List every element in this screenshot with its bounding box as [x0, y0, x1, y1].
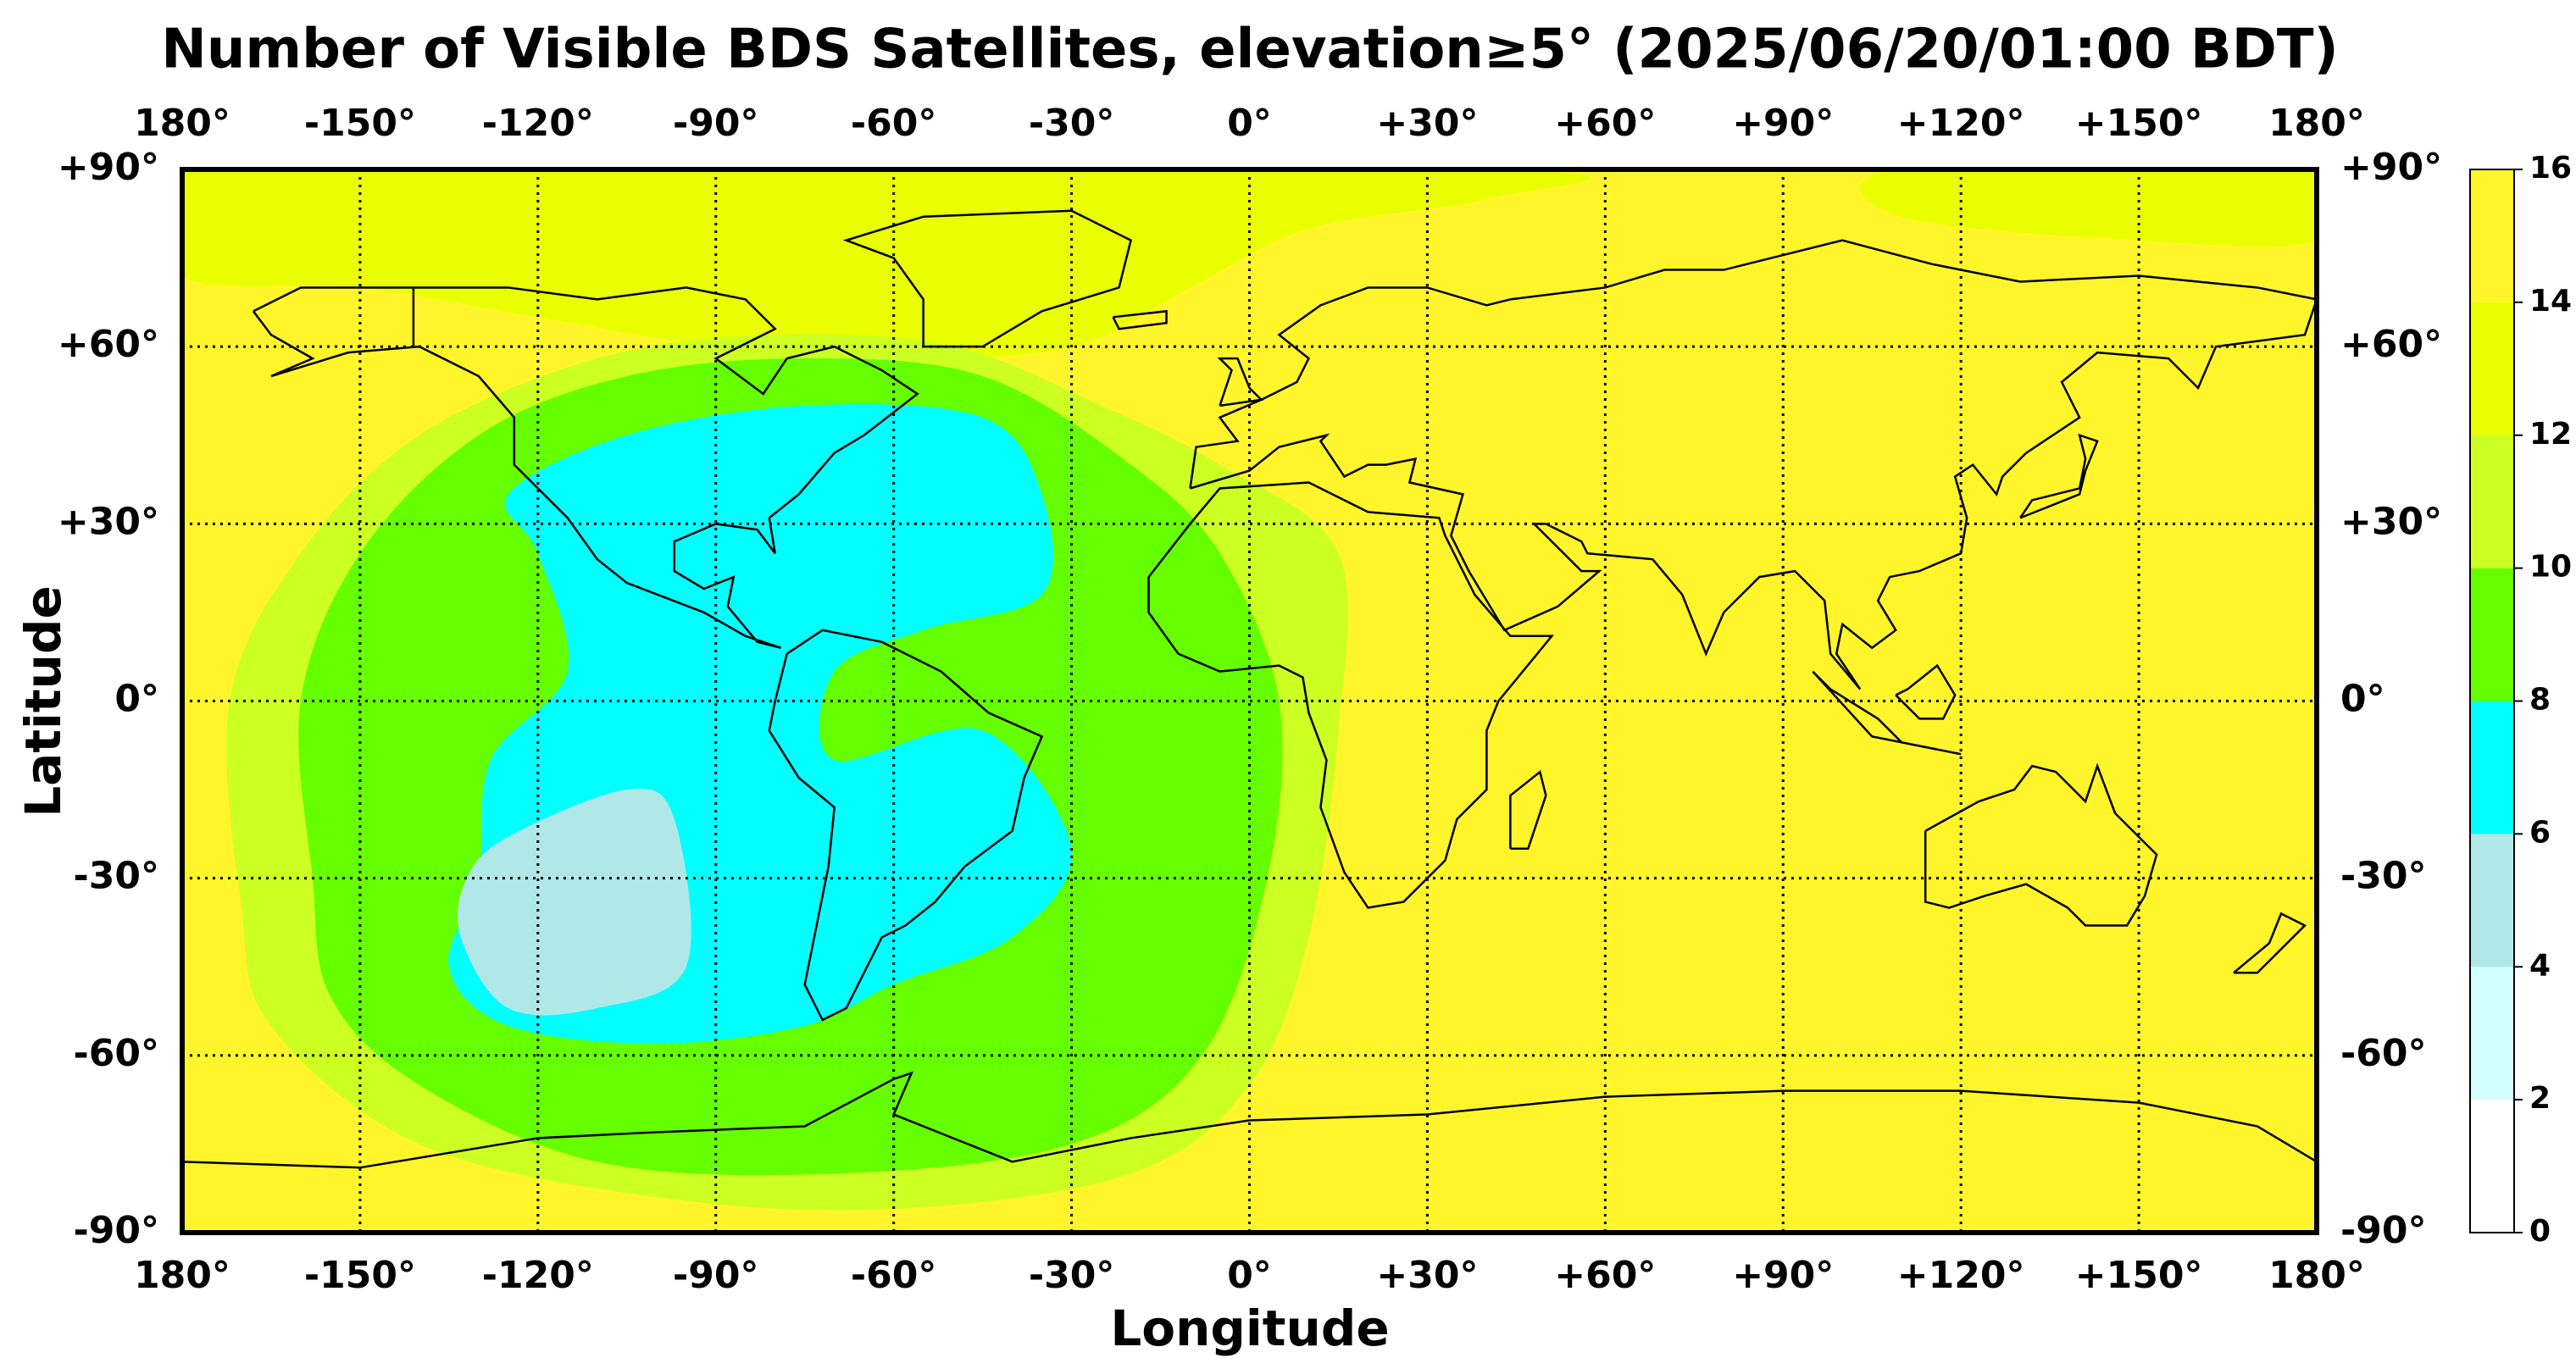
- y-tick-label-left: +60°: [58, 323, 159, 366]
- coastline: [252, 286, 919, 649]
- colorbar-segment: [2470, 568, 2514, 701]
- x-tick-label-top: -60°: [851, 102, 937, 145]
- colorbar-tick-label: 2: [2529, 1081, 2551, 1116]
- x-tick-label-top: +150°: [2075, 102, 2203, 145]
- y-tick-label-right: +30°: [2340, 500, 2442, 543]
- coastlines: [182, 209, 2317, 1169]
- contour-layer: [182, 169, 2317, 1233]
- x-axis-label: Longitude: [1110, 1300, 1389, 1357]
- coastline: [1189, 239, 2317, 690]
- x-tick-label-top: +120°: [1897, 102, 2025, 145]
- x-tick-label-bottom: -60°: [851, 1254, 937, 1297]
- y-tick-label-right: +60°: [2340, 323, 2442, 366]
- x-tick-label-top: 180°: [2268, 102, 2365, 145]
- coastline: [1812, 670, 1962, 756]
- x-tick-label-bottom: 0°: [1227, 1254, 1272, 1297]
- x-tick-label-top: -150°: [304, 102, 416, 145]
- y-tick-label-left: -90°: [74, 1209, 160, 1252]
- y-tick-label-right: 0°: [2340, 678, 2385, 721]
- chart-title: Number of Visible BDS Satellites, elevat…: [161, 19, 2338, 81]
- x-tick-label-top: 180°: [134, 102, 230, 145]
- tick-labels: 180° 180° -150° -150° -120° -120° -90° -90° -60°…: [58, 102, 2442, 1297]
- colorbar: 0 2 4 6 8 10 12 14 16: [2469, 151, 2572, 1249]
- colorbar-segment: [2470, 1100, 2514, 1233]
- y-tick-label-left: -30°: [74, 855, 160, 898]
- coastline: [768, 629, 1044, 1022]
- colorbar-tick-label: 10: [2529, 550, 2572, 585]
- colorbar-tick-label: 4: [2529, 948, 2551, 983]
- x-tick-label-bottom: 180°: [134, 1254, 230, 1297]
- x-tick-label-bottom: 180°: [2268, 1254, 2365, 1297]
- x-tick-label-bottom: +150°: [2075, 1254, 2203, 1297]
- y-tick-label-left: +90°: [58, 146, 159, 189]
- coastline: [1509, 769, 1547, 851]
- x-tick-label-bottom: -150°: [304, 1254, 416, 1297]
- coastline: [1112, 309, 1168, 330]
- y-tick-label-right: +90°: [2340, 146, 2442, 189]
- x-tick-label-bottom: +60°: [1554, 1254, 1656, 1297]
- y-tick-label-left: -60°: [74, 1032, 160, 1075]
- coastline: [2233, 912, 2307, 974]
- x-tick-label-bottom: +90°: [1732, 1254, 1834, 1297]
- y-tick-label-left: 0°: [114, 678, 159, 721]
- x-tick-label-top: +30°: [1376, 102, 1478, 145]
- coastline: [842, 209, 1133, 348]
- colorbar-segment: [2470, 435, 2514, 568]
- x-tick-label-bottom: +30°: [1376, 1254, 1478, 1297]
- contour-region: [457, 789, 691, 1016]
- x-tick-label-top: 0°: [1227, 102, 1272, 145]
- contour-region: [182, 169, 1591, 359]
- colorbar-segment: [2470, 302, 2514, 435]
- y-tick-label-left: +30°: [58, 500, 159, 543]
- colorbar-tick-label: 8: [2529, 683, 2551, 718]
- x-tick-label-top: +90°: [1732, 102, 1834, 145]
- x-tick-label-top: -120°: [482, 102, 594, 145]
- coastline: [2019, 433, 2099, 519]
- colorbar-tick-label: 0: [2529, 1214, 2551, 1249]
- y-axis-label: Latitude: [14, 585, 72, 818]
- colorbar-tick-label: 16: [2529, 151, 2572, 186]
- y-tick-label-right: -60°: [2340, 1032, 2427, 1075]
- coastline: [1924, 762, 2158, 927]
- colorbar-segment: [2470, 701, 2514, 834]
- x-tick-label-top: +60°: [1554, 102, 1656, 145]
- contour-region: [1860, 169, 2317, 247]
- y-tick-label-right: -30°: [2340, 855, 2427, 898]
- colorbar-tick-label: 14: [2529, 284, 2572, 319]
- coastline: [182, 1071, 2317, 1169]
- y-tick-label-right: -90°: [2340, 1209, 2427, 1252]
- x-tick-label-bottom: -120°: [482, 1254, 594, 1297]
- coastline: [1895, 663, 1957, 720]
- x-tick-label-bottom: -90°: [673, 1254, 759, 1297]
- x-tick-label-top: -90°: [673, 102, 759, 145]
- colorbar-segment: [2470, 967, 2514, 1100]
- x-tick-label-bottom: +120°: [1897, 1254, 2025, 1297]
- colorbar-tick-label: 6: [2529, 815, 2551, 850]
- x-tick-label-bottom: -30°: [1029, 1254, 1115, 1297]
- coastline: [1147, 481, 1555, 909]
- colorbar-tick-label: 12: [2529, 417, 2572, 452]
- map-frame: [180, 167, 2319, 1235]
- coastline: [1217, 357, 1264, 407]
- colorbar-segment: [2470, 834, 2514, 967]
- colorbar-segment: [2470, 169, 2514, 302]
- x-tick-label-top: -30°: [1029, 102, 1115, 145]
